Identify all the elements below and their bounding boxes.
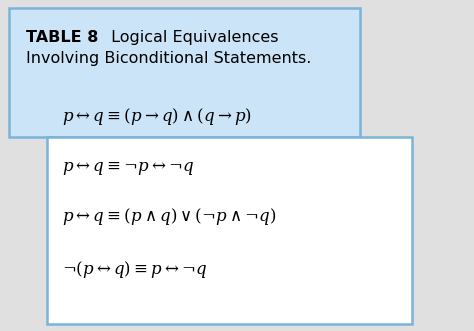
Text: Logical Equivalences: Logical Equivalences [106, 30, 278, 45]
FancyBboxPatch shape [9, 8, 360, 137]
Text: $\neg(p \leftrightarrow q) \equiv p \leftrightarrow \neg q$: $\neg(p \leftrightarrow q) \equiv p \lef… [62, 259, 207, 280]
Text: $p \leftrightarrow q \equiv \neg p \leftrightarrow \neg q$: $p \leftrightarrow q \equiv \neg p \left… [62, 159, 194, 177]
Text: TABLE 8: TABLE 8 [26, 30, 99, 45]
Text: $p \leftrightarrow q \equiv (p \rightarrow q) \wedge (q \rightarrow p)$: $p \leftrightarrow q \equiv (p \rightarr… [62, 107, 252, 127]
FancyBboxPatch shape [47, 137, 412, 324]
Text: $p \leftrightarrow q \equiv (p \wedge q) \vee (\neg p \wedge \neg q)$: $p \leftrightarrow q \equiv (p \wedge q)… [62, 206, 276, 227]
Text: Involving Biconditional Statements.: Involving Biconditional Statements. [26, 51, 311, 66]
